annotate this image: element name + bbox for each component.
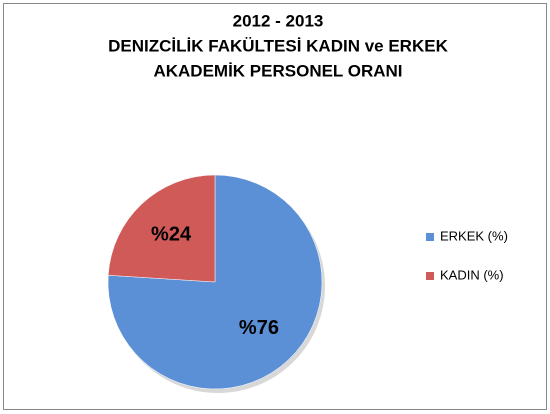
legend-label: ERKEK (%) bbox=[440, 228, 508, 243]
data-label: %24 bbox=[151, 223, 192, 245]
pie-slice bbox=[107, 174, 216, 283]
legend-label: KADIN (%) bbox=[440, 267, 504, 282]
data-label: %76 bbox=[239, 317, 279, 339]
chart-title: 2012 - 2013 bbox=[233, 11, 324, 30]
pie-slice bbox=[107, 174, 323, 390]
chart-title: AKADEMİK PERSONEL ORANI bbox=[153, 61, 402, 80]
chart-title: DENIZCİLİK FAKÜLTESİ KADIN ve ERKEK bbox=[108, 36, 448, 55]
legend-swatch bbox=[426, 272, 434, 280]
legend-swatch bbox=[426, 233, 434, 241]
